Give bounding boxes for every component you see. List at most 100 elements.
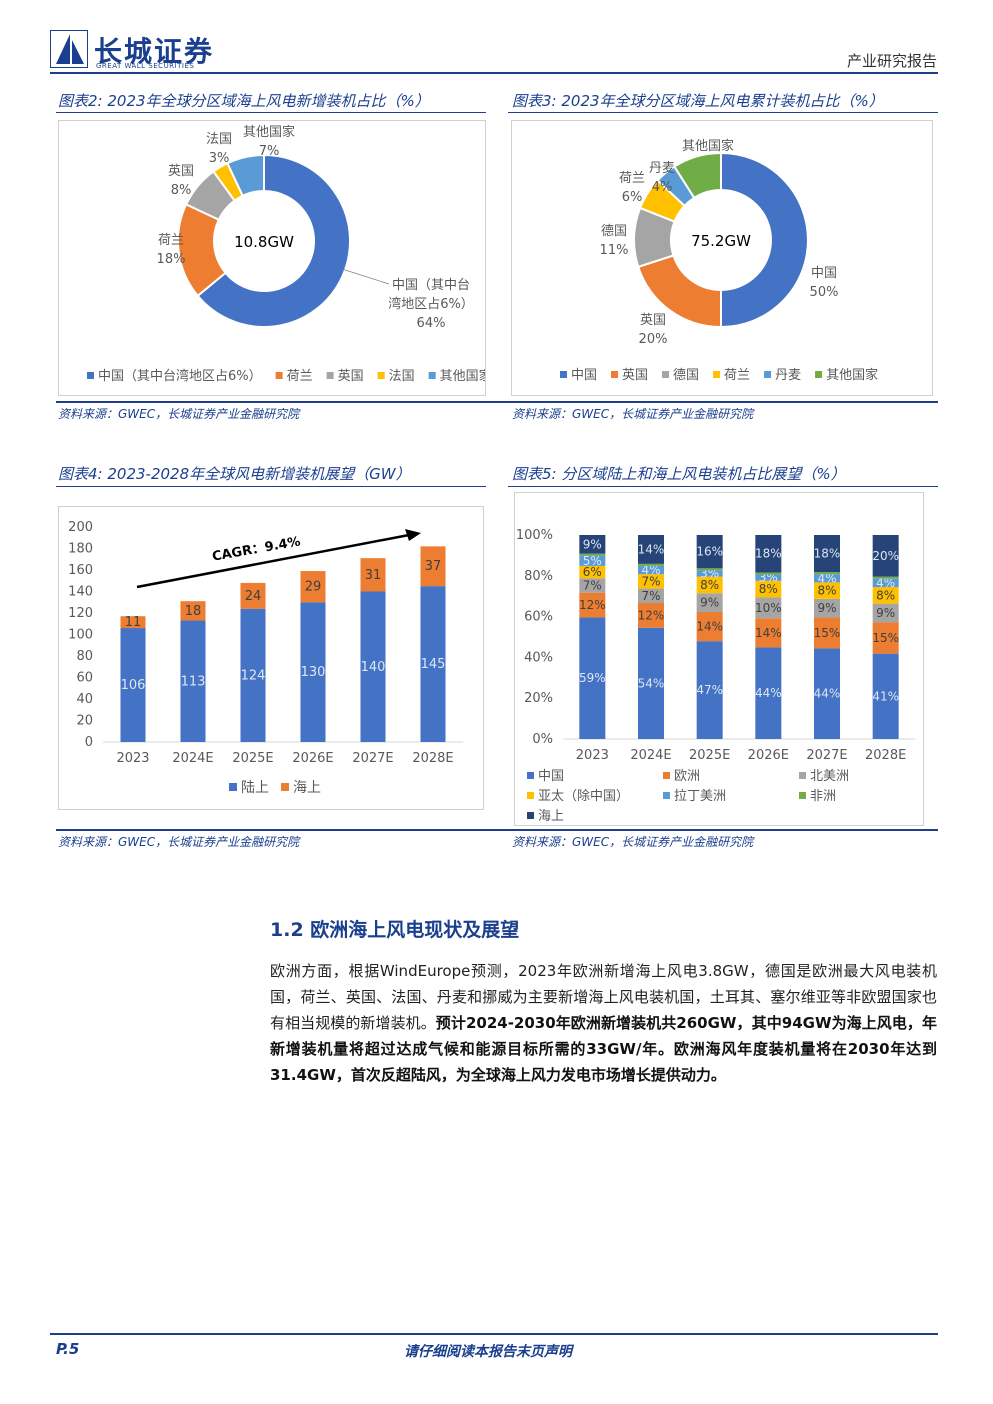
fig5-bar-0-4 <box>814 648 840 739</box>
fig5-data-label-6-1: 14% <box>638 542 665 556</box>
fig4-xtick-0: 2023 <box>116 751 149 766</box>
fig5-xtick-1: 2024E <box>630 748 671 763</box>
sail-logo-icon <box>50 30 88 68</box>
fig4-ytick-2: 40 <box>76 692 93 707</box>
fig5-data-label-4-4: 4% <box>817 571 836 585</box>
fig5-bar-3-4 <box>814 582 840 599</box>
fig5-bar-3-0 <box>579 565 606 579</box>
fig5-title-underline <box>508 486 938 487</box>
slice-label-1-1: 18% <box>157 252 186 267</box>
fig5-bar-3-3 <box>755 580 782 598</box>
fig5-data-label-0-5: 41% <box>872 689 899 703</box>
fig5-data-label-3-2: 8% <box>700 578 719 592</box>
fig5-data-label-2-4: 9% <box>817 601 836 615</box>
fig5-data-label-0-0: 59% <box>579 671 606 685</box>
footer-disclaimer: 请仔细阅读本报告末页声明 <box>404 1344 572 1360</box>
fig4-bar-0-2 <box>240 608 266 742</box>
fig2-source: 资料来源：GWEC，长城证券产业金融研究院 <box>58 407 300 421</box>
fig5-bar-0-1 <box>638 627 664 739</box>
fig4-bar-1-4 <box>360 558 386 592</box>
fig3-source: 资料来源：GWEC，长城证券产业金融研究院 <box>512 407 754 421</box>
slice-label-5-0: 其他国家 <box>682 138 734 154</box>
slice-label-0-2: 64% <box>417 316 446 331</box>
fig5-data-label-2-2: 9% <box>700 596 719 610</box>
fig4-xtick-4: 2027E <box>352 751 393 766</box>
fig5-bar-6-3 <box>755 535 782 573</box>
legend-label-0: 中国 <box>571 368 597 383</box>
fig5-bar-5-0 <box>579 553 606 556</box>
fig5-data-label-4-1: 4% <box>641 563 660 577</box>
fig5-data-label-1-5: 15% <box>872 631 899 645</box>
footer-divider <box>50 1333 938 1335</box>
legend-swatch-1 <box>611 371 619 378</box>
fig5-ytick-2: 40% <box>524 650 553 665</box>
fig5-bar-5-5 <box>872 576 899 579</box>
fig4-bar-1-0 <box>120 616 146 629</box>
slice-label-3-1: 6% <box>622 190 643 205</box>
fig5-bar-chart: 0%20%40%60%80%100%59%12%7%6%5%9%202354%1… <box>516 528 915 824</box>
legend-swatch-3 <box>377 372 385 379</box>
fig5-bar-6-0 <box>579 535 606 554</box>
fig5-bar-1-0 <box>579 592 606 618</box>
fig5-bar-3-2 <box>696 576 723 594</box>
fig5-bar-5-2 <box>696 568 723 571</box>
legend-label-2: 德国 <box>673 368 699 383</box>
fig5-legend-label-4: 拉丁美洲 <box>674 789 726 804</box>
fig4-bar-0-4 <box>360 591 386 742</box>
fig5-bar-3-5 <box>872 587 899 604</box>
fig4-ytick-7: 140 <box>68 585 93 600</box>
fig5-legend-label-5: 非洲 <box>810 789 836 804</box>
fig5-bar-0-5 <box>872 653 899 739</box>
legend-label-4: 丹麦 <box>775 368 801 383</box>
fig4-data-label-1-2: 24 <box>245 589 262 604</box>
fig5-data-label-1-2: 14% <box>696 620 723 634</box>
fig5-bar-4-3 <box>755 574 782 581</box>
legend-swatch-2 <box>662 371 670 378</box>
report-type: 产业研究报告 <box>846 52 937 70</box>
fig4-data-label-1-1: 18 <box>185 604 202 619</box>
fig5-bar-2-1 <box>638 588 664 603</box>
fig4-ytick-0: 0 <box>85 735 93 750</box>
slice-label-1-0: 英国 <box>640 313 666 328</box>
fig2-donut-chart: 中国（其中台湾地区占6%） 64% 荷兰 18% 英国 8% 法国 3% 其他国家 7% 10.8G… <box>87 124 492 384</box>
logo-en: GREAT WALL SECURITIES <box>96 62 195 70</box>
slice-label-1-1: 20% <box>639 332 668 347</box>
legend-swatch-1 <box>275 372 283 379</box>
slice-label-3-1: 3% <box>209 151 230 166</box>
fig5-bar-0-0 <box>579 617 606 739</box>
fig5-bar-2-3 <box>755 597 782 619</box>
donut-center-label: 10.8GW <box>234 233 294 251</box>
fig4-ytick-8: 160 <box>68 563 93 578</box>
fig5-bar-5-1 <box>638 563 664 566</box>
section-para-normal: 欧洲方面，根据WindEurope预测，2023年欧洲新增海上风电3.8GW，德… <box>270 962 937 1032</box>
fig5-bar-3-1 <box>638 574 664 589</box>
fig5-data-label-1-4: 15% <box>814 626 841 640</box>
section-body: 欧洲方面，根据WindEurope预测，2023年欧洲新增海上风电3.8GW，德… <box>270 958 937 1088</box>
slice-label-3-0: 荷兰 <box>619 171 645 186</box>
page-number: P.5 <box>56 1340 80 1358</box>
legend-label-3: 法国 <box>389 369 415 384</box>
fig5-data-label-3-1: 7% <box>641 574 660 588</box>
fig5-data-label-3-5: 8% <box>876 588 895 602</box>
fig4-ytick-3: 60 <box>76 671 93 686</box>
fig5-bar-4-5 <box>872 578 899 588</box>
legend-swatch-0 <box>87 372 94 379</box>
fig4-source: 资料来源：GWEC，长城证券产业金融研究院 <box>58 835 300 849</box>
fig5-bar-6-2 <box>696 535 723 569</box>
fig4-data-label-1-5: 37 <box>425 559 442 574</box>
fig5-bar-1-5 <box>872 622 899 654</box>
fig4-title-underline <box>56 486 486 487</box>
slice-label-4-0: 其他国家 <box>243 124 295 140</box>
fig5-data-label-2-3: 10% <box>755 601 782 615</box>
legend-swatch-5 <box>815 371 823 378</box>
slice-label-0-0: 中国 <box>811 266 837 281</box>
legend-swatch-3 <box>713 371 721 378</box>
legend-label-4: 其他国家 <box>440 368 485 384</box>
slice-label-2-1: 11% <box>600 243 629 258</box>
fig4-cagr-arrowhead <box>405 529 421 541</box>
fig5-data-label-6-4: 18% <box>814 547 841 561</box>
fig5-legend-swatch-6 <box>527 812 534 819</box>
fig5-bar-0-3 <box>755 647 782 739</box>
fig4-bar-1-3 <box>300 571 326 603</box>
header-divider <box>50 72 938 74</box>
